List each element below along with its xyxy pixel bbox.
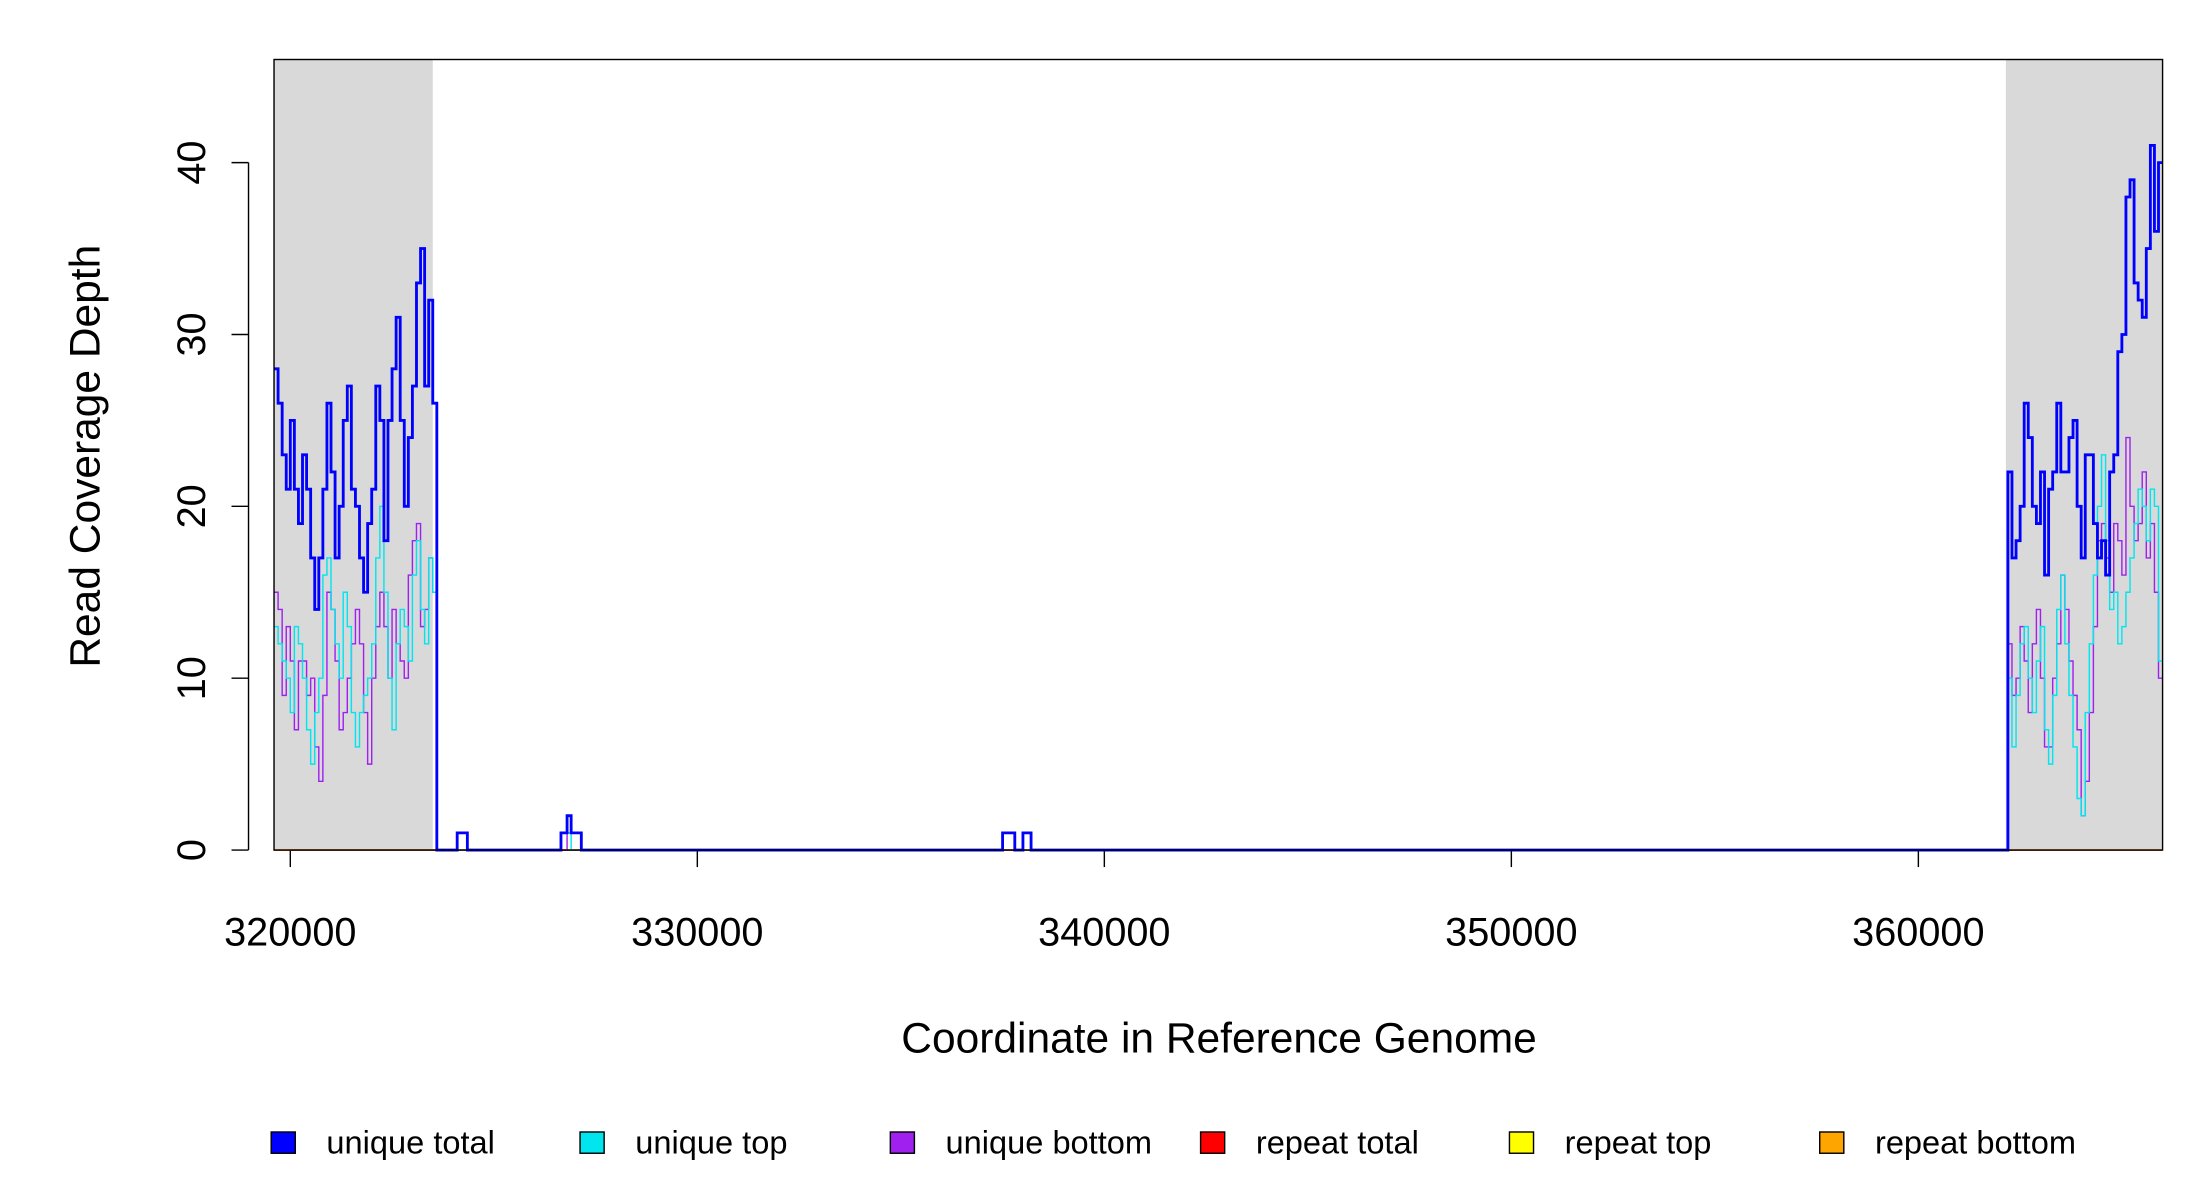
series-line [274, 454, 2163, 851]
x-tick-label: 320000 [224, 911, 356, 955]
legend-item: unique bottom [889, 1124, 1152, 1160]
x-tick-label: 350000 [1445, 911, 1577, 955]
legend-label: unique top [635, 1124, 787, 1160]
x-tick-label: 360000 [1852, 911, 1984, 955]
legend-label: repeat bottom [1875, 1124, 2076, 1160]
legend-swatch [1819, 1131, 1845, 1154]
y-tick-label: 0 [170, 839, 214, 861]
x-axis-label: Coordinate in Reference Genome [901, 1016, 1537, 1063]
legend-item: repeat top [1508, 1124, 1712, 1160]
legend-swatch [1199, 1131, 1226, 1154]
legend-label: repeat top [1565, 1124, 1712, 1160]
legend-label: unique bottom [946, 1124, 1152, 1160]
plot-frame [273, 58, 2164, 851]
legend-swatch [270, 1131, 296, 1154]
series-line [274, 144, 2163, 852]
legend-label: unique total [326, 1124, 494, 1160]
legend-item: repeat total [1199, 1124, 1419, 1160]
legend-swatch [579, 1131, 605, 1154]
legend-item: repeat bottom [1819, 1124, 2076, 1160]
legend-swatch [889, 1131, 916, 1154]
y-tick-label: 20 [170, 484, 214, 528]
shaded-region [274, 59, 433, 851]
legend-item: unique top [579, 1124, 787, 1160]
legend-item: unique total [270, 1124, 495, 1160]
legend-label: repeat total [1256, 1124, 1419, 1160]
y-axis-label: Read Coverage Depth [63, 245, 110, 668]
series-line [274, 436, 2163, 851]
y-tick-label: 30 [170, 312, 214, 356]
y-tick-label: 10 [170, 656, 214, 700]
y-tick-label: 40 [170, 141, 214, 185]
x-tick-label: 330000 [631, 911, 763, 955]
legend-swatch [1508, 1131, 1535, 1154]
x-tick-label: 340000 [1038, 911, 1170, 955]
